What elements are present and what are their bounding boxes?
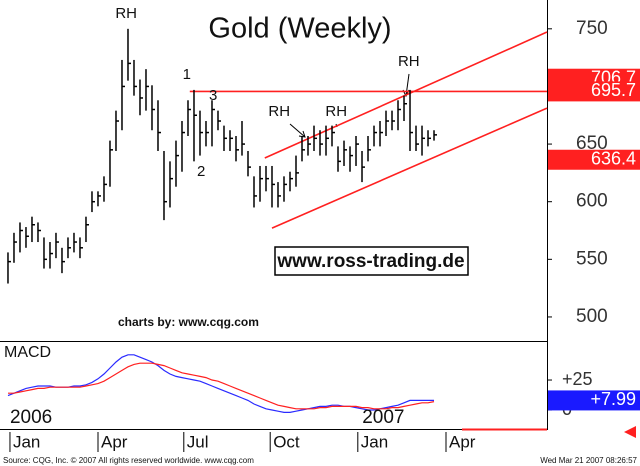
watermark: www.ross-trading.de	[276, 251, 464, 272]
value-box	[548, 390, 640, 411]
annotation: RH	[115, 5, 137, 22]
year-label: 2006	[10, 407, 52, 428]
footer-timestamp: Wed Mar 21 2007 08:26:57	[540, 456, 637, 465]
trendline	[271, 107, 548, 229]
annotation: RH	[268, 103, 290, 120]
watermark-box	[274, 246, 469, 276]
annotation: 3	[209, 87, 217, 104]
x-tick-label: Apr	[101, 432, 128, 451]
price-box	[548, 149, 640, 170]
y-tick-label: 600	[576, 191, 608, 212]
annotation: RH	[325, 103, 347, 120]
chart-title: Gold (Weekly)	[208, 13, 391, 45]
annotation: 1	[183, 66, 191, 83]
macd-line	[7, 354, 434, 413]
price-label: 695.7	[591, 80, 636, 100]
scroll-icon[interactable]	[624, 426, 636, 438]
y-tick-label: 750	[576, 18, 608, 39]
x-tick-label: Apr	[449, 432, 476, 451]
year-label: 2007	[362, 407, 404, 428]
x-tick-label: Jan	[13, 432, 40, 451]
annotation: 2	[197, 163, 205, 180]
price-label: 636.4	[591, 148, 636, 168]
trendline	[264, 31, 548, 159]
annotation: RH	[398, 53, 420, 70]
price-box	[548, 81, 640, 102]
macd-line	[8, 362, 435, 410]
y-tick-label: 550	[576, 248, 608, 269]
y-tick-label: +25	[562, 369, 593, 389]
y-tick-label: 500	[576, 306, 608, 327]
y-tick-label: 650	[576, 133, 608, 154]
x-tick-label: Jul	[187, 432, 209, 451]
footer-source: Source: CQG, Inc. © 2007 All rights rese…	[3, 456, 254, 465]
credit: charts by: www.cqg.com	[118, 315, 259, 329]
value-label: +7.99	[590, 389, 636, 409]
x-tick-label: Jan	[361, 432, 388, 451]
x-tick-label: Oct	[273, 432, 300, 451]
panel-title: MACD	[4, 344, 51, 361]
